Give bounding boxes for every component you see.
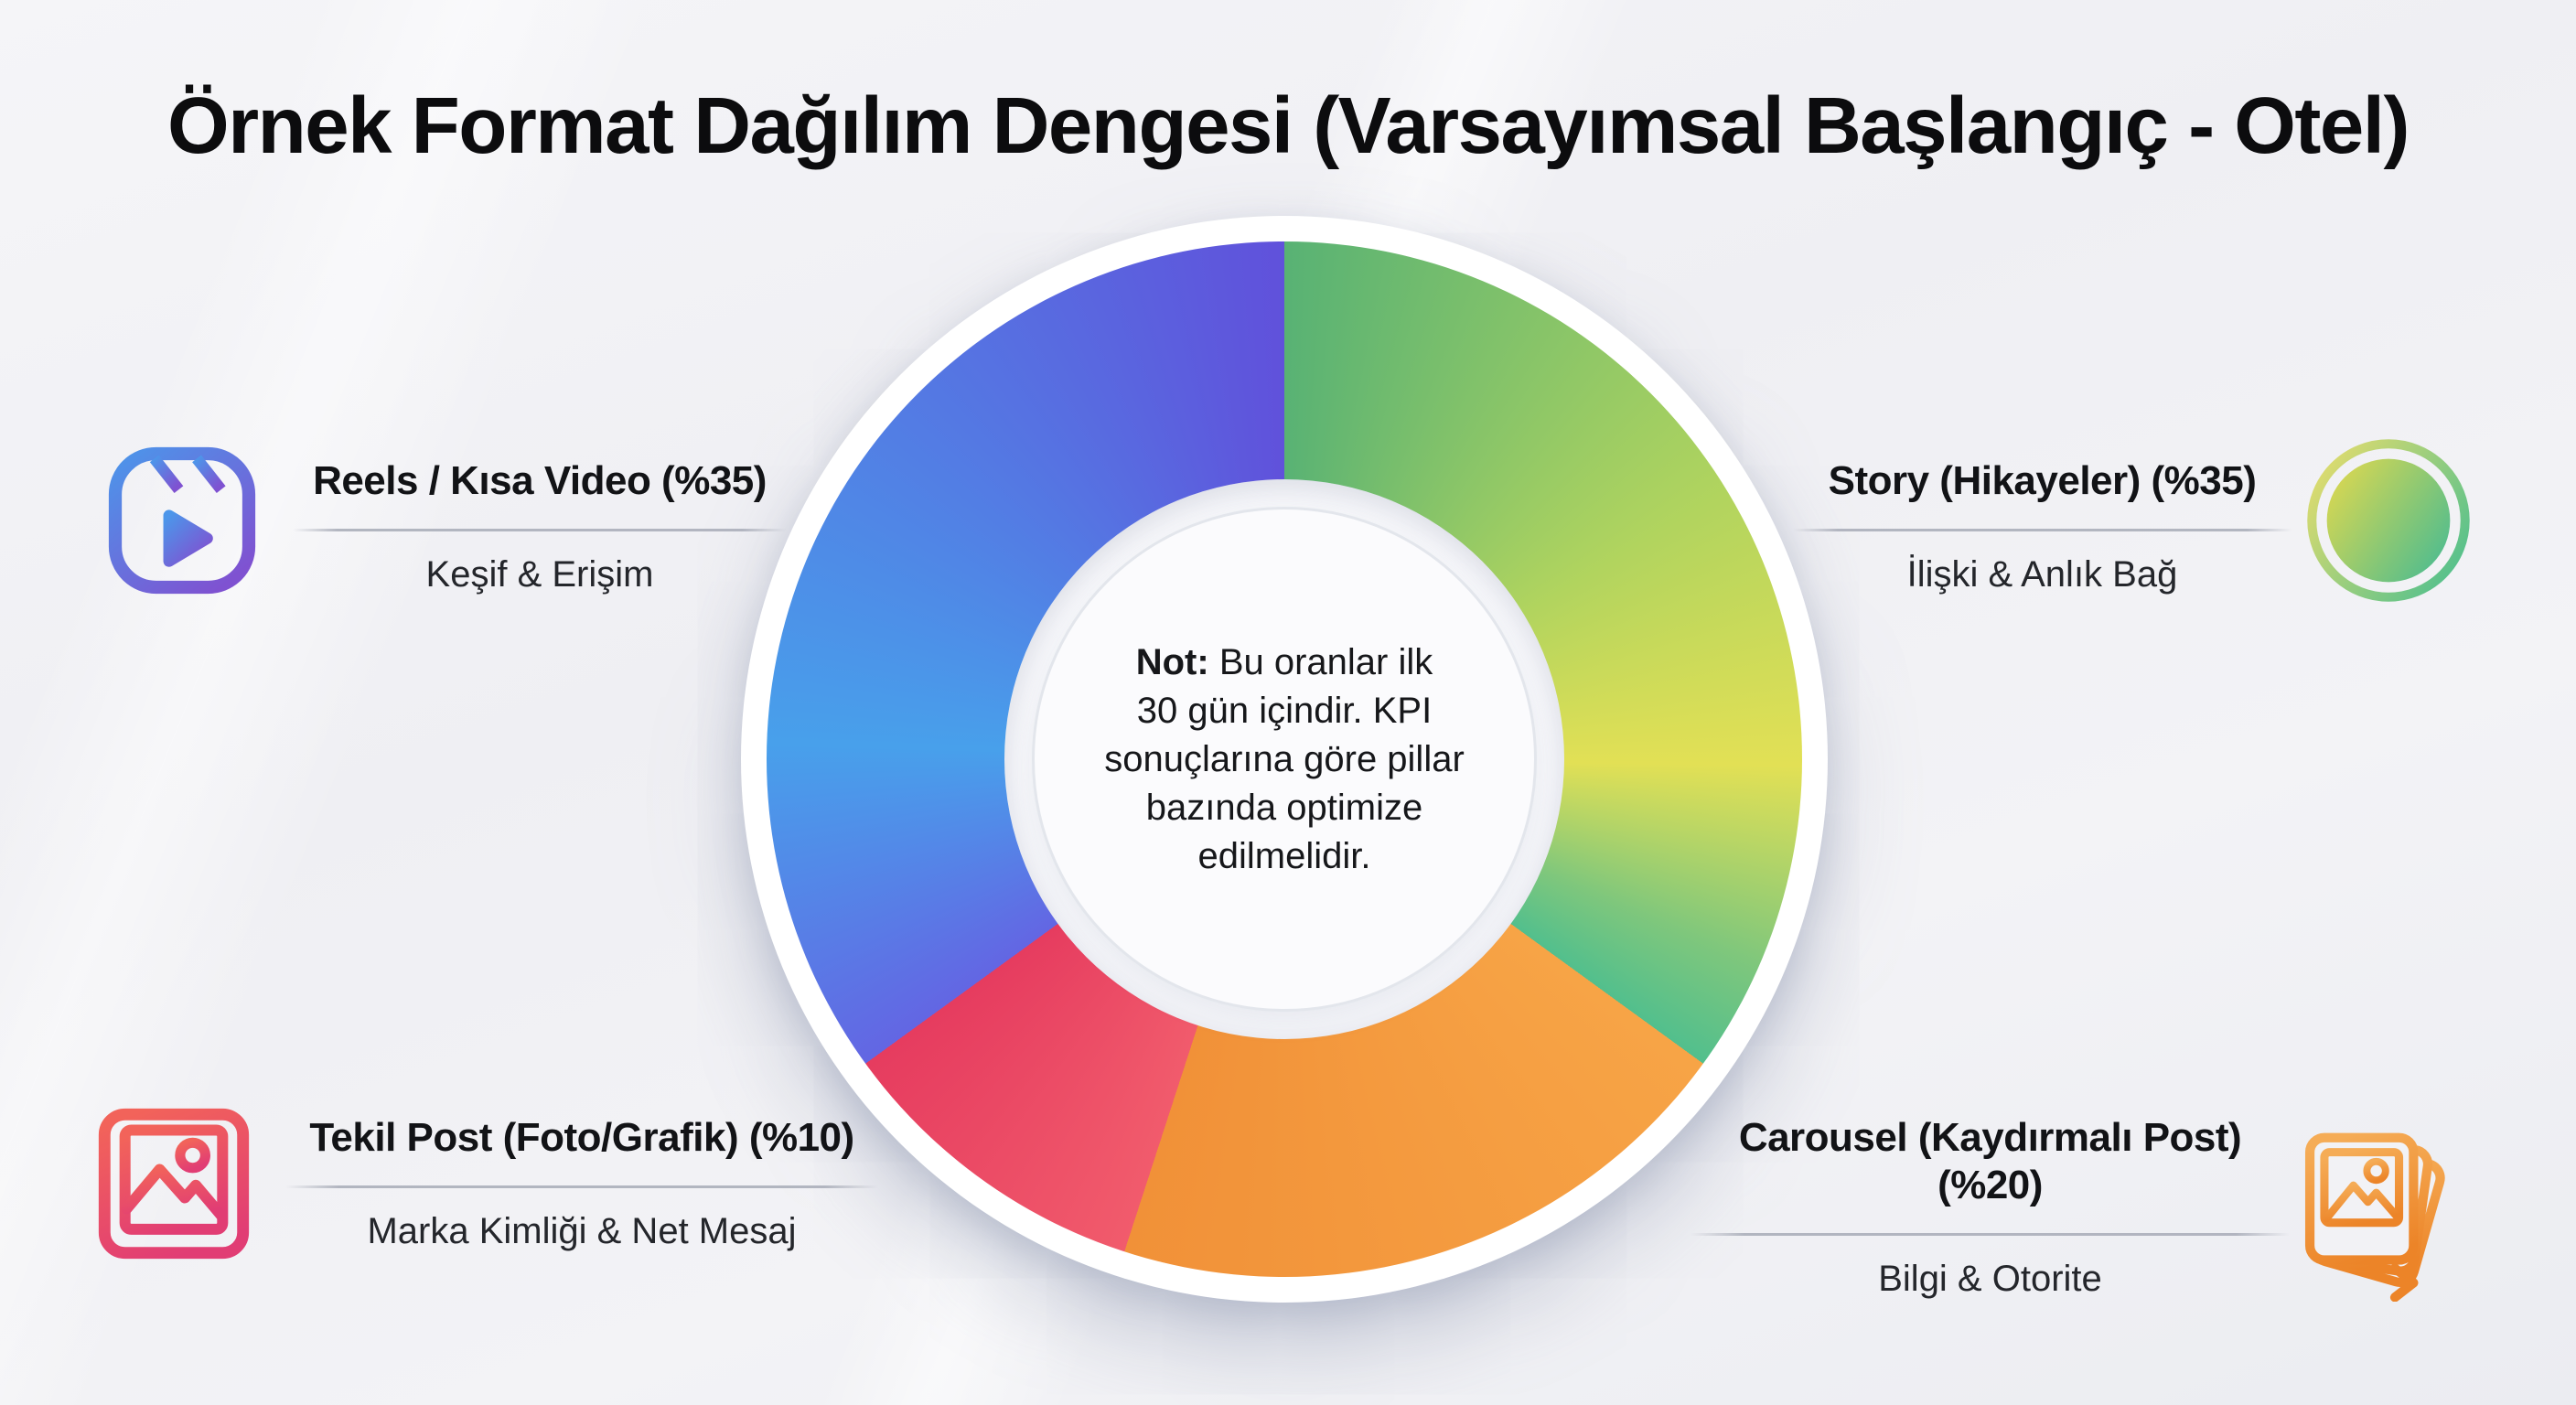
divider	[1690, 1233, 2290, 1236]
callout-single-post-subtitle: Marka Kimliği & Net Mesaj	[367, 1211, 797, 1251]
callout-story: Story (Hikayeler) (%35) İlişki & Anlık B…	[1793, 457, 2292, 597]
story-ring-icon	[2305, 437, 2472, 604]
center-note: Not: Bu oranlar ilk 30 gün içindir. KPI …	[1079, 638, 1490, 881]
divider	[1793, 529, 2292, 531]
callout-story-title: Story (Hikayeler) (%35)	[1828, 458, 2257, 503]
center-note-text: Bu oranlar ilk 30 gün içindir. KPI sonuç…	[1104, 641, 1465, 876]
page-title: Örnek Format Dağılım Dengesi (Varsayımsa…	[167, 81, 2410, 170]
callout-reels-subtitle: Keşif & Erişim	[425, 554, 654, 595]
callout-single-post: Tekil Post (Foto/Grafik) (%10) Marka Kim…	[285, 1114, 878, 1254]
callout-single-post-title: Tekil Post (Foto/Grafik) (%10)	[309, 1115, 854, 1160]
callout-carousel: Carousel (Kaydırmalı Post) (%20) Bilgi &…	[1690, 1114, 2290, 1302]
callout-carousel-subtitle: Bilgi & Otorite	[1878, 1259, 2102, 1299]
callout-carousel-title: Carousel (Kaydırmalı Post) (%20)	[1738, 1115, 2242, 1207]
divider	[285, 1185, 878, 1188]
donut-center-disc: Not: Bu oranlar ilk 30 gün içindir. KPI …	[1032, 507, 1537, 1012]
carousel-icon	[2302, 1094, 2457, 1302]
callout-reels-title: Reels / Kısa Video (%35)	[313, 458, 767, 503]
center-note-prefix: Not:	[1135, 641, 1209, 682]
reels-icon	[101, 439, 263, 602]
callout-story-subtitle: İlişki & Anlık Bağ	[1906, 554, 2178, 595]
divider	[293, 529, 787, 531]
callout-reels: Reels / Kısa Video (%35) Keşif & Erişim	[293, 457, 787, 597]
single-post-photo-icon	[95, 1105, 252, 1262]
